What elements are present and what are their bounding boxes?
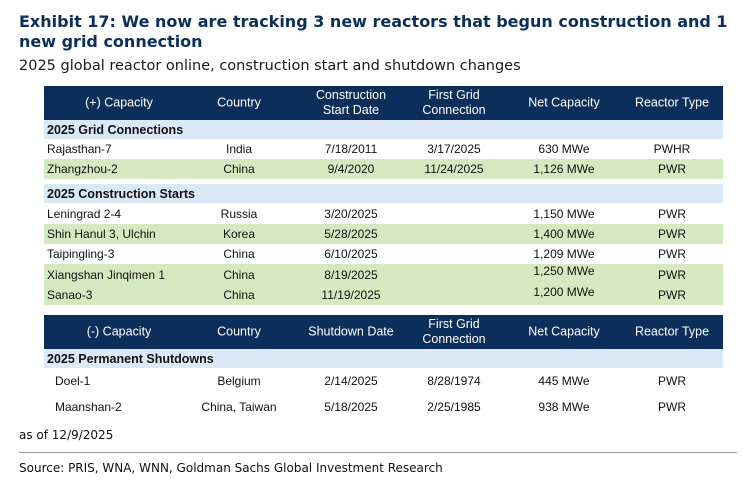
cell-type: PWR <box>658 374 686 388</box>
cell-grid: 11/24/2025 <box>424 162 484 176</box>
exhibit-subtitle: 2025 global reactor online, construction… <box>19 58 521 74</box>
header-capacity: (-) Capacity <box>86 324 152 339</box>
section-heading: 2025 Grid Connections <box>47 122 184 137</box>
cell-capacity: 445 MWe <box>538 374 590 388</box>
table-row: Rajasthan-7 India 7/18/2011 3/17/2025 63… <box>44 139 723 159</box>
cell-grid: 8/28/1974 <box>427 374 481 388</box>
cell-shutdown: 5/18/2025 <box>324 400 378 414</box>
cell-type: PWHR <box>653 142 691 156</box>
section-heading: 2025 Construction Starts <box>47 186 195 201</box>
header-net-capacity: Net Capacity <box>528 95 600 110</box>
cell-capacity: 630 MWe <box>538 142 590 156</box>
cell-capacity: 1,126 MWe <box>533 162 595 176</box>
cell-capacity: 1,250 MWe <box>533 264 595 279</box>
additions-table: (+) Capacity Country Construction Start D… <box>44 86 723 305</box>
cell-grid: 3/17/2025 <box>427 142 481 156</box>
cell-name: Taipingling-3 <box>47 247 115 261</box>
cell-start: 6/10/2025 <box>324 247 378 261</box>
shutdowns-table: (-) Capacity Country Shutdown Date First… <box>44 315 723 420</box>
header-first-grid: First Grid Connection <box>422 317 486 346</box>
cell-type: PWR <box>658 247 686 261</box>
cell-capacity: 1,200 MWe <box>533 285 595 299</box>
section-construction-starts: 2025 Construction Starts <box>44 184 723 203</box>
table-row: Shin Hanul 3, Ulchin Korea 5/28/2025 1,4… <box>44 224 723 244</box>
cell-name: Rajasthan-7 <box>47 142 112 156</box>
cell-capacity: 1,209 MWe <box>533 247 595 261</box>
cell-name: Sanao-3 <box>47 288 93 302</box>
cell-country: China <box>223 247 255 261</box>
cell-name: Xiangshan Jinqimen 1 <box>47 267 166 282</box>
cell-country: India <box>225 142 253 156</box>
cell-name: Shin Hanul 3, Ulchin <box>47 227 156 241</box>
cell-country: China <box>223 267 255 282</box>
table-row: Sanao-3 China 11/19/2025 1,200 MWe PWR <box>44 285 723 305</box>
cell-name: Leningrad 2-4 <box>47 206 122 221</box>
cell-shutdown: 2/14/2025 <box>324 374 378 388</box>
header-shutdown-date: Shutdown Date <box>308 324 394 339</box>
cell-capacity: 1,400 MWe <box>533 227 595 241</box>
cell-start: 9/4/2020 <box>327 162 375 176</box>
header-capacity: (+) Capacity <box>85 95 153 110</box>
cell-country: Korea <box>222 227 256 241</box>
table-row: Leningrad 2-4 Russia 3/20/2025 1,150 MWe… <box>44 203 723 224</box>
shutdowns-header-row: (-) Capacity Country Shutdown Date First… <box>44 315 723 349</box>
cell-capacity: 1,150 MWe <box>533 206 595 221</box>
cell-country: Belgium <box>217 374 261 388</box>
table-row: Xiangshan Jinqimen 1 China 8/19/2025 1,2… <box>44 264 723 285</box>
cell-start: 7/18/2011 <box>324 142 378 156</box>
cell-type: PWR <box>658 162 686 176</box>
cell-type: PWR <box>658 288 686 302</box>
table-row: Doel-1 Belgium 2/14/2025 8/28/1974 445 M… <box>44 368 723 394</box>
section-grid-connections: 2025 Grid Connections <box>44 120 723 139</box>
cell-type: PWR <box>658 400 686 414</box>
header-country: Country <box>217 95 261 110</box>
cell-name: Doel-1 <box>55 374 91 388</box>
cell-type: PWR <box>658 227 686 241</box>
header-first-grid: First Grid Connection <box>422 88 486 117</box>
table-row: Maanshan-2 China, Taiwan 5/18/2025 2/25/… <box>44 394 723 420</box>
cell-start: 5/28/2025 <box>324 227 378 241</box>
cell-country: China <box>223 288 255 302</box>
table-row: Zhangzhou-2 China 9/4/2020 11/24/2025 1,… <box>44 159 723 179</box>
cell-type: PWR <box>658 267 686 282</box>
cell-grid: 2/25/1985 <box>427 400 481 414</box>
section-permanent-shutdowns: 2025 Permanent Shutdowns <box>44 349 723 368</box>
table-row: Taipingling-3 China 6/10/2025 1,209 MWe … <box>44 244 723 264</box>
as-of-date: as of 12/9/2025 <box>19 428 114 442</box>
cell-country: China <box>223 162 255 176</box>
cell-name: Maanshan-2 <box>55 400 122 414</box>
additions-header-row: (+) Capacity Country Construction Start D… <box>44 86 723 120</box>
cell-capacity: 938 MWe <box>538 400 590 414</box>
header-reactor-type: Reactor Type <box>634 95 710 110</box>
header-construction-start: Construction Start Date <box>315 88 387 117</box>
header-reactor-type: Reactor Type <box>634 324 710 339</box>
spacer <box>44 179 723 184</box>
cell-name: Zhangzhou-2 <box>47 162 118 176</box>
exhibit-title: Exhibit 17: We now are tracking 3 new re… <box>19 12 728 51</box>
cell-country: Russia <box>220 206 258 221</box>
cell-country: China, Taiwan <box>201 400 277 414</box>
cell-start: 3/20/2025 <box>324 206 378 221</box>
cell-start: 11/19/2025 <box>321 288 381 302</box>
footer-divider <box>19 452 737 453</box>
section-heading: 2025 Permanent Shutdowns <box>47 351 214 366</box>
cell-type: PWR <box>658 206 686 221</box>
source-note: Source: PRIS, WNA, WNN, Goldman Sachs Gl… <box>19 461 443 475</box>
header-country: Country <box>217 324 261 339</box>
cell-start: 8/19/2025 <box>324 267 378 282</box>
header-net-capacity: Net Capacity <box>528 324 600 339</box>
